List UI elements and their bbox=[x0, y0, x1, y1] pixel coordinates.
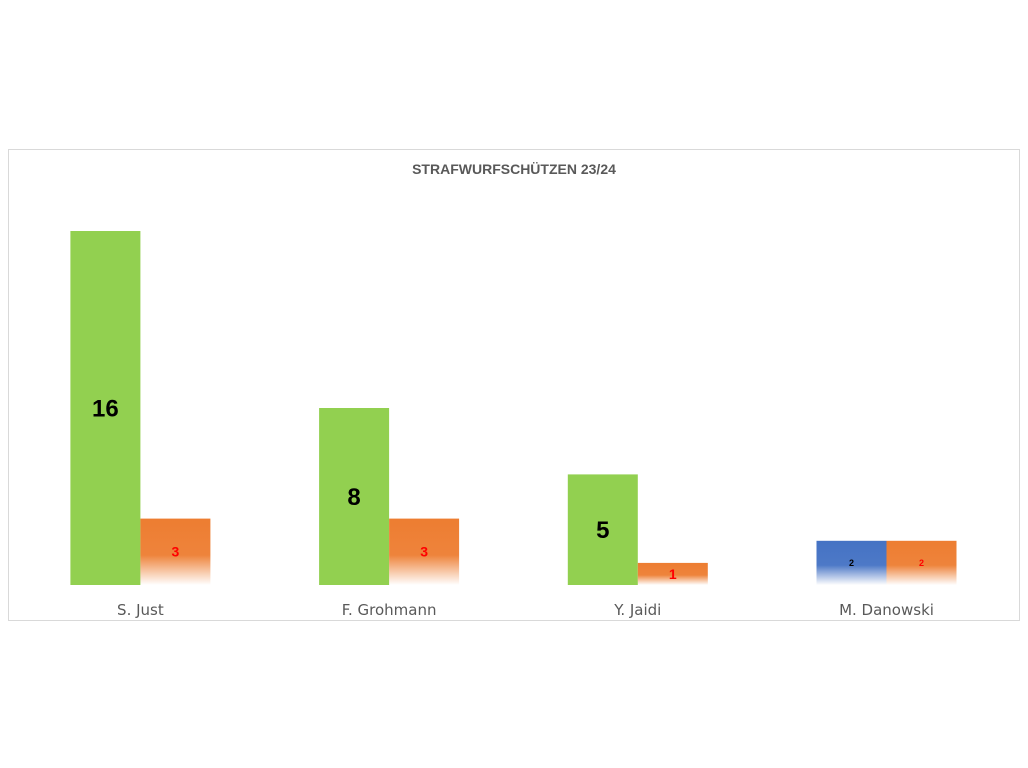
bar-series-2-1 bbox=[389, 518, 460, 585]
data-label-series-2-0: 3 bbox=[172, 544, 180, 560]
category-label-1: F. Grohmann bbox=[342, 601, 437, 619]
bar-series-1-2 bbox=[567, 474, 638, 585]
category-label-3: M. Danowski bbox=[839, 601, 934, 619]
chart-title: STRAFWURFSCHÜTZEN 23/24 bbox=[412, 161, 616, 177]
bar-series-1-0 bbox=[70, 231, 141, 585]
category-labels: S. Just F. Grohmann Y. Jaidi M. Danowski bbox=[117, 601, 934, 619]
data-label-series-2-1: 3 bbox=[420, 544, 428, 560]
category-label-2: Y. Jaidi bbox=[613, 601, 661, 619]
bar-series-2-2 bbox=[637, 562, 708, 585]
chart-frame: STRAFWURFSCHÜTZEN 23/24 16 3 8 3 5 1 2 2 S. Jus… bbox=[8, 149, 1020, 621]
data-label-series-2-2: 1 bbox=[669, 566, 677, 582]
bar-series-2-0 bbox=[140, 518, 211, 585]
data-label-series-1-3: 2 bbox=[849, 558, 854, 568]
bar-series-1-1 bbox=[319, 408, 390, 585]
bar-series-1-3 bbox=[816, 540, 887, 586]
data-label-series-2-3: 2 bbox=[919, 558, 924, 568]
bar-series-2-3 bbox=[886, 540, 957, 586]
data-label-series-1-2: 5 bbox=[596, 517, 609, 544]
category-label-0: S. Just bbox=[117, 601, 164, 619]
bar-chart: STRAFWURFSCHÜTZEN 23/24 16 3 8 3 5 1 2 2 S. Jus… bbox=[70, 161, 957, 619]
data-label-series-1-1: 8 bbox=[347, 484, 360, 511]
data-label-series-1-0: 16 bbox=[92, 395, 119, 422]
bars-layer: 16 3 8 3 5 1 2 2 bbox=[70, 231, 957, 586]
